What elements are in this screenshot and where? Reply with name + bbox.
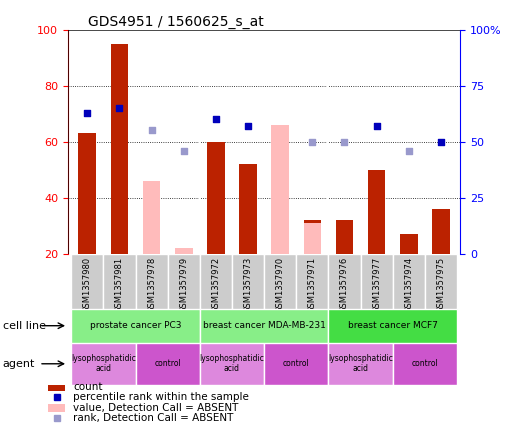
- Point: [179, 147, 188, 154]
- Point: [212, 116, 220, 123]
- Point: [340, 138, 349, 145]
- Bar: [175, 248, 192, 254]
- Text: GSM1357978: GSM1357978: [147, 256, 156, 313]
- Bar: [360, 254, 393, 309]
- Text: lysophosphatidic
acid: lysophosphatidic acid: [71, 354, 136, 374]
- Text: percentile rank within the sample: percentile rank within the sample: [73, 393, 249, 403]
- Bar: [135, 343, 200, 385]
- Bar: [239, 164, 257, 254]
- Text: GSM1357975: GSM1357975: [437, 256, 446, 313]
- Bar: [264, 343, 328, 385]
- Bar: [432, 209, 450, 254]
- Text: breast cancer MCF7: breast cancer MCF7: [348, 321, 438, 330]
- Bar: [328, 309, 457, 343]
- Text: GSM1357980: GSM1357980: [83, 256, 92, 313]
- Point: [405, 147, 413, 154]
- Text: GDS4951 / 1560625_s_at: GDS4951 / 1560625_s_at: [88, 14, 264, 29]
- Bar: [200, 309, 328, 343]
- Bar: [200, 343, 264, 385]
- Bar: [296, 254, 328, 309]
- Text: value, Detection Call = ABSENT: value, Detection Call = ABSENT: [73, 403, 238, 413]
- Text: control: control: [154, 359, 181, 368]
- Bar: [400, 234, 418, 254]
- Bar: [232, 254, 264, 309]
- Text: GSM1357973: GSM1357973: [244, 256, 253, 313]
- Bar: [71, 254, 104, 309]
- Bar: [48, 383, 65, 391]
- Bar: [425, 254, 457, 309]
- Bar: [393, 343, 457, 385]
- Text: lysophosphatidic
acid: lysophosphatidic acid: [200, 354, 265, 374]
- Point: [244, 123, 252, 129]
- Bar: [71, 343, 135, 385]
- Bar: [168, 254, 200, 309]
- Bar: [303, 220, 321, 254]
- Text: control: control: [283, 359, 310, 368]
- Text: control: control: [412, 359, 438, 368]
- Bar: [264, 254, 296, 309]
- Text: GSM1357970: GSM1357970: [276, 256, 285, 313]
- Bar: [303, 223, 321, 254]
- Point: [147, 127, 156, 134]
- Bar: [135, 254, 168, 309]
- Text: GSM1357971: GSM1357971: [308, 256, 317, 313]
- Text: GSM1357981: GSM1357981: [115, 256, 124, 313]
- Text: GSM1357976: GSM1357976: [340, 256, 349, 313]
- Text: lysophosphatidic
acid: lysophosphatidic acid: [328, 354, 393, 374]
- Bar: [78, 133, 96, 254]
- Text: agent: agent: [3, 359, 35, 369]
- Text: GSM1357977: GSM1357977: [372, 256, 381, 313]
- Text: rank, Detection Call = ABSENT: rank, Detection Call = ABSENT: [73, 413, 234, 423]
- Bar: [207, 142, 225, 254]
- Bar: [336, 220, 354, 254]
- Bar: [328, 254, 360, 309]
- Bar: [143, 181, 161, 254]
- Bar: [48, 404, 65, 412]
- Point: [372, 123, 381, 129]
- Point: [437, 138, 445, 145]
- Bar: [200, 254, 232, 309]
- Text: GSM1357974: GSM1357974: [404, 256, 413, 313]
- Text: cell line: cell line: [3, 321, 46, 331]
- Text: GSM1357972: GSM1357972: [211, 256, 220, 313]
- Bar: [71, 309, 200, 343]
- Text: GSM1357979: GSM1357979: [179, 256, 188, 313]
- Point: [83, 109, 92, 116]
- Text: breast cancer MDA-MB-231: breast cancer MDA-MB-231: [203, 321, 325, 330]
- Bar: [368, 170, 385, 254]
- Bar: [104, 254, 135, 309]
- Text: prostate cancer PC3: prostate cancer PC3: [90, 321, 181, 330]
- Text: count: count: [73, 382, 103, 392]
- Bar: [271, 125, 289, 254]
- Point: [115, 104, 123, 111]
- Bar: [110, 44, 128, 254]
- Point: [308, 138, 316, 145]
- Bar: [328, 343, 393, 385]
- Bar: [393, 254, 425, 309]
